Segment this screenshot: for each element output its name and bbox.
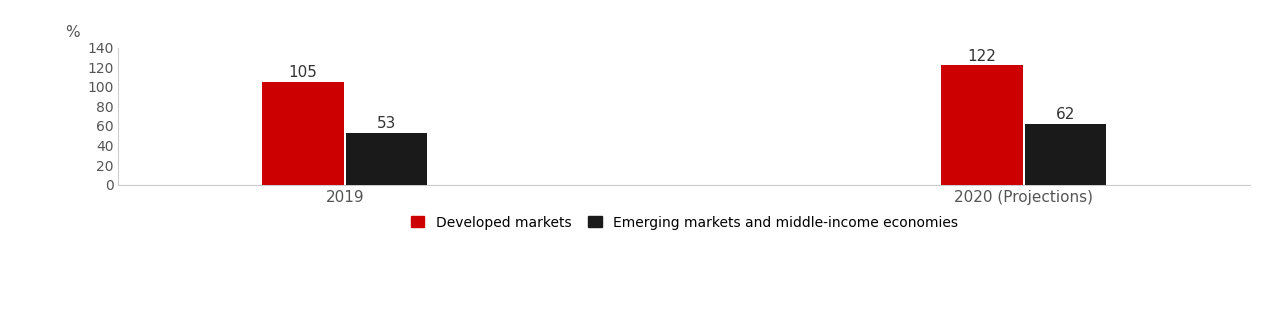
Bar [941, 65, 1022, 185]
Text: 105: 105 [288, 65, 318, 80]
Text: %: % [66, 25, 80, 40]
Bar [345, 133, 428, 185]
Bar [1025, 124, 1107, 185]
Bar [262, 82, 344, 185]
Text: 53: 53 [377, 116, 396, 131]
Legend: Developed markets, Emerging markets and middle-income economies: Developed markets, Emerging markets and … [405, 210, 964, 235]
Text: 62: 62 [1056, 107, 1075, 122]
Text: 122: 122 [968, 49, 997, 64]
